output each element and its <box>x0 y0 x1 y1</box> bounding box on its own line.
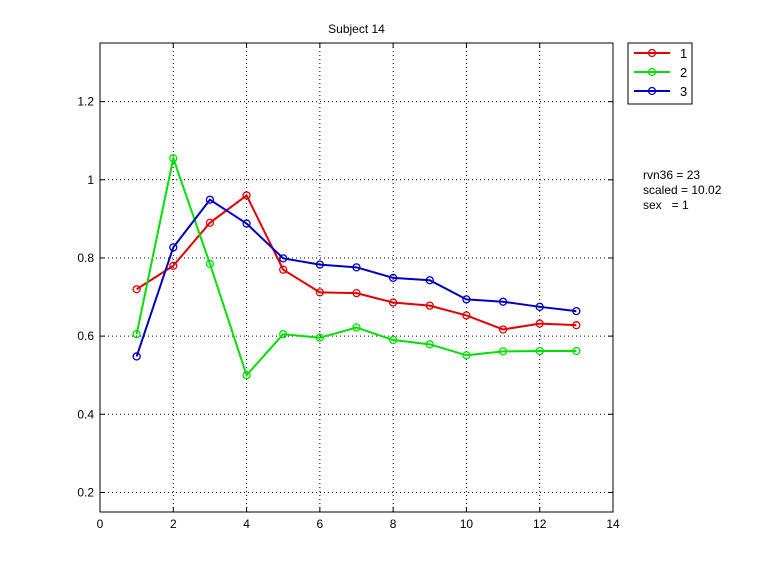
series-2-point <box>388 335 398 345</box>
x-tick-label: 4 <box>243 517 250 531</box>
series-3-point <box>352 263 361 272</box>
series-1-point <box>388 298 398 307</box>
legend-label-3: 3 <box>680 84 687 99</box>
series-3-point <box>315 260 325 269</box>
series-1-point <box>498 325 508 334</box>
y-tick-label: 1.2 <box>77 95 94 109</box>
chart-title: Subject 14 <box>328 22 385 36</box>
series-1-point <box>462 311 471 320</box>
series-1-point <box>169 261 178 270</box>
series-2-point <box>242 371 251 380</box>
series-2-point <box>279 330 288 339</box>
x-tick-label: 12 <box>533 517 547 531</box>
series-1-point <box>279 265 288 274</box>
series-3-point <box>242 219 251 228</box>
y-tick-label: 1 <box>87 173 94 187</box>
series-3-point <box>462 295 471 304</box>
axes-frame <box>99 42 614 513</box>
annotation-block: rvn36 = 23 scaled = 10.02 sex = 1 <box>643 168 721 213</box>
series-2-line <box>135 154 577 378</box>
x-tick-label: 2 <box>170 517 177 531</box>
x-tick-label: 8 <box>390 517 397 531</box>
series-2-point <box>498 347 508 356</box>
series-1-point <box>242 191 251 200</box>
series-3-point <box>132 352 141 361</box>
series-1-point <box>425 301 434 310</box>
series-2-point <box>572 346 581 356</box>
series-3-point <box>388 273 398 283</box>
x-tick-label: 14 <box>606 517 620 531</box>
series-1-point <box>205 218 215 227</box>
y-tick-label: 0.8 <box>77 251 94 265</box>
legend-marker-3 <box>647 86 657 96</box>
annotation-sex: sex = 1 <box>643 198 689 212</box>
series-3-point <box>279 254 288 263</box>
series-1-point <box>315 288 325 297</box>
series-3-line <box>135 198 577 357</box>
x-tick-label: 10 <box>460 517 474 531</box>
series-1-point <box>572 321 581 330</box>
series-3-point <box>535 302 544 311</box>
series-3-point <box>572 306 581 316</box>
y-tick-label: 0.6 <box>77 329 94 343</box>
legend-label-1: 1 <box>680 46 687 61</box>
series-2-point <box>315 333 325 342</box>
series-2-point <box>535 346 544 356</box>
x-tick-label: 0 <box>97 517 104 531</box>
legend-marker-1 <box>647 48 657 58</box>
series-1-line <box>136 193 577 331</box>
plot-area <box>100 43 613 512</box>
series-2-point <box>169 154 178 163</box>
series-2-point <box>352 323 361 332</box>
annotation-scaled: scaled = 10.02 <box>643 183 722 197</box>
series-1-point <box>352 288 361 298</box>
legend-label-2: 2 <box>680 65 687 80</box>
series-1-point <box>132 285 141 294</box>
series-1-point <box>535 319 544 328</box>
series-2-point <box>425 340 434 349</box>
x-tick-label: 6 <box>317 517 324 531</box>
series-2-point <box>132 330 141 339</box>
series-3-point <box>425 276 434 285</box>
series-3-point <box>498 297 508 306</box>
y-tick-label: 0.4 <box>77 407 94 421</box>
legend-marker-2 <box>647 67 657 77</box>
y-tick-label: 0.2 <box>77 485 94 499</box>
series-3-point <box>205 195 215 204</box>
series-2-point <box>462 351 471 360</box>
series-2-point <box>205 259 215 268</box>
series-3-point <box>169 243 178 252</box>
annotation-rvn36: rvn36 = 23 <box>643 168 701 182</box>
